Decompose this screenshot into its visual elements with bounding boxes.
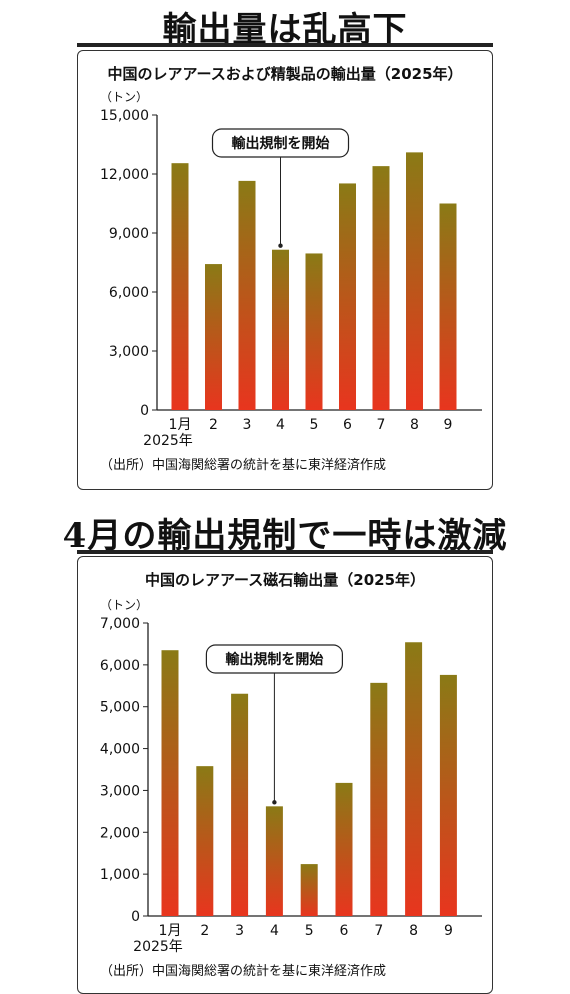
x-tick-label: 2 — [209, 417, 218, 433]
year-label: 2025年 — [143, 433, 193, 449]
y-tick-label: 3,000 — [109, 344, 149, 360]
bar-1 — [171, 163, 189, 410]
annotation-label: 輸出規制を開始 — [232, 135, 330, 152]
x-tick-label: 9 — [444, 417, 453, 433]
y-tick-label: 9,000 — [109, 226, 149, 242]
bar-7 — [370, 682, 388, 916]
bar-4 — [272, 249, 289, 410]
x-tick-label: 5 — [305, 923, 314, 939]
y-tick-label: 6,000 — [100, 658, 140, 674]
year-label: 2025年 — [133, 939, 183, 955]
chart-panel-2: 中国のレアアース磁石輸出量（2025年） （トン） 0 1,000 2,000 3,000… — [77, 556, 493, 994]
bar-6 — [339, 183, 356, 410]
y-tick-label: 2,000 — [100, 825, 140, 841]
x-tick-label: 8 — [409, 923, 418, 939]
bar-5 — [305, 253, 323, 410]
chart-2-svg: 中国のレアアース磁石輸出量（2025年） （トン） 0 1,000 2,000 3,000… — [100, 571, 482, 979]
chart-panel-1: 中国のレアアースおよび精製品の輸出量（2025年） （トン） 0 3,000 6,000… — [77, 50, 493, 490]
unit-label: （トン） — [100, 598, 148, 612]
bar-4 — [265, 806, 283, 916]
x-tick-label: 7 — [374, 923, 383, 939]
y-tick-label: 1,000 — [100, 867, 140, 883]
x-tick-label: 4 — [276, 417, 285, 433]
x-tick-label: 9 — [444, 923, 453, 939]
bar-3 — [231, 693, 249, 916]
x-tick-label: 3 — [235, 923, 244, 939]
y-tick-label: 0 — [131, 909, 140, 925]
bar-1 — [161, 650, 179, 916]
chart-title: 中国のレアアース磁石輸出量（2025年） — [145, 571, 425, 589]
annotation-dot — [272, 800, 277, 805]
x-tick-label: 2 — [200, 923, 209, 939]
x-tick-label: 1月 — [159, 923, 182, 939]
x-tick-label: 1月 — [169, 417, 192, 433]
bar-8 — [406, 152, 423, 410]
source-note: （出所）中国海関総署の統計を基に東洋経済作成 — [100, 963, 386, 979]
y-tick-label: 0 — [140, 403, 149, 419]
bar-7 — [372, 166, 390, 410]
bar-2 — [196, 766, 214, 916]
chart-title: 中国のレアアースおよび精製品の輸出量（2025年） — [107, 65, 462, 83]
y-tick-label: 4,000 — [100, 742, 140, 758]
bar-5 — [300, 864, 318, 916]
y-tick-label: 6,000 — [109, 285, 149, 301]
source-note: （出所）中国海関総署の統計を基に東洋経済作成 — [100, 457, 386, 473]
bar-8 — [405, 642, 423, 916]
x-tick-label: 8 — [410, 417, 419, 433]
annotation-label: 輸出規制を開始 — [225, 651, 323, 668]
divider-top — [77, 43, 493, 47]
y-tick-label: 5,000 — [100, 700, 140, 716]
chart-1-svg: 中国のレアアースおよび精製品の輸出量（2025年） （トン） 0 3,000 6,000… — [100, 65, 482, 473]
x-tick-label: 4 — [270, 923, 279, 939]
bar-9 — [439, 203, 457, 410]
x-tick-label: 3 — [243, 417, 252, 433]
y-tick-label: 12,000 — [100, 167, 149, 183]
y-tick-label: 3,000 — [100, 783, 140, 799]
x-tick-label: 6 — [340, 923, 349, 939]
bar-2 — [205, 264, 222, 410]
bar-9 — [439, 674, 457, 916]
bar-3 — [238, 180, 256, 410]
divider-bottom — [77, 550, 493, 554]
x-tick-label: 5 — [310, 417, 319, 433]
x-tick-label: 7 — [377, 417, 386, 433]
y-tick-label: 7,000 — [100, 616, 140, 632]
headline-bottom: 4月の輸出規制で一時は激減 — [62, 516, 508, 556]
unit-label: （トン） — [100, 90, 148, 104]
bar-6 — [335, 782, 353, 916]
x-tick-label: 6 — [343, 417, 352, 433]
y-tick-label: 15,000 — [100, 108, 149, 124]
annotation-dot — [278, 243, 283, 248]
